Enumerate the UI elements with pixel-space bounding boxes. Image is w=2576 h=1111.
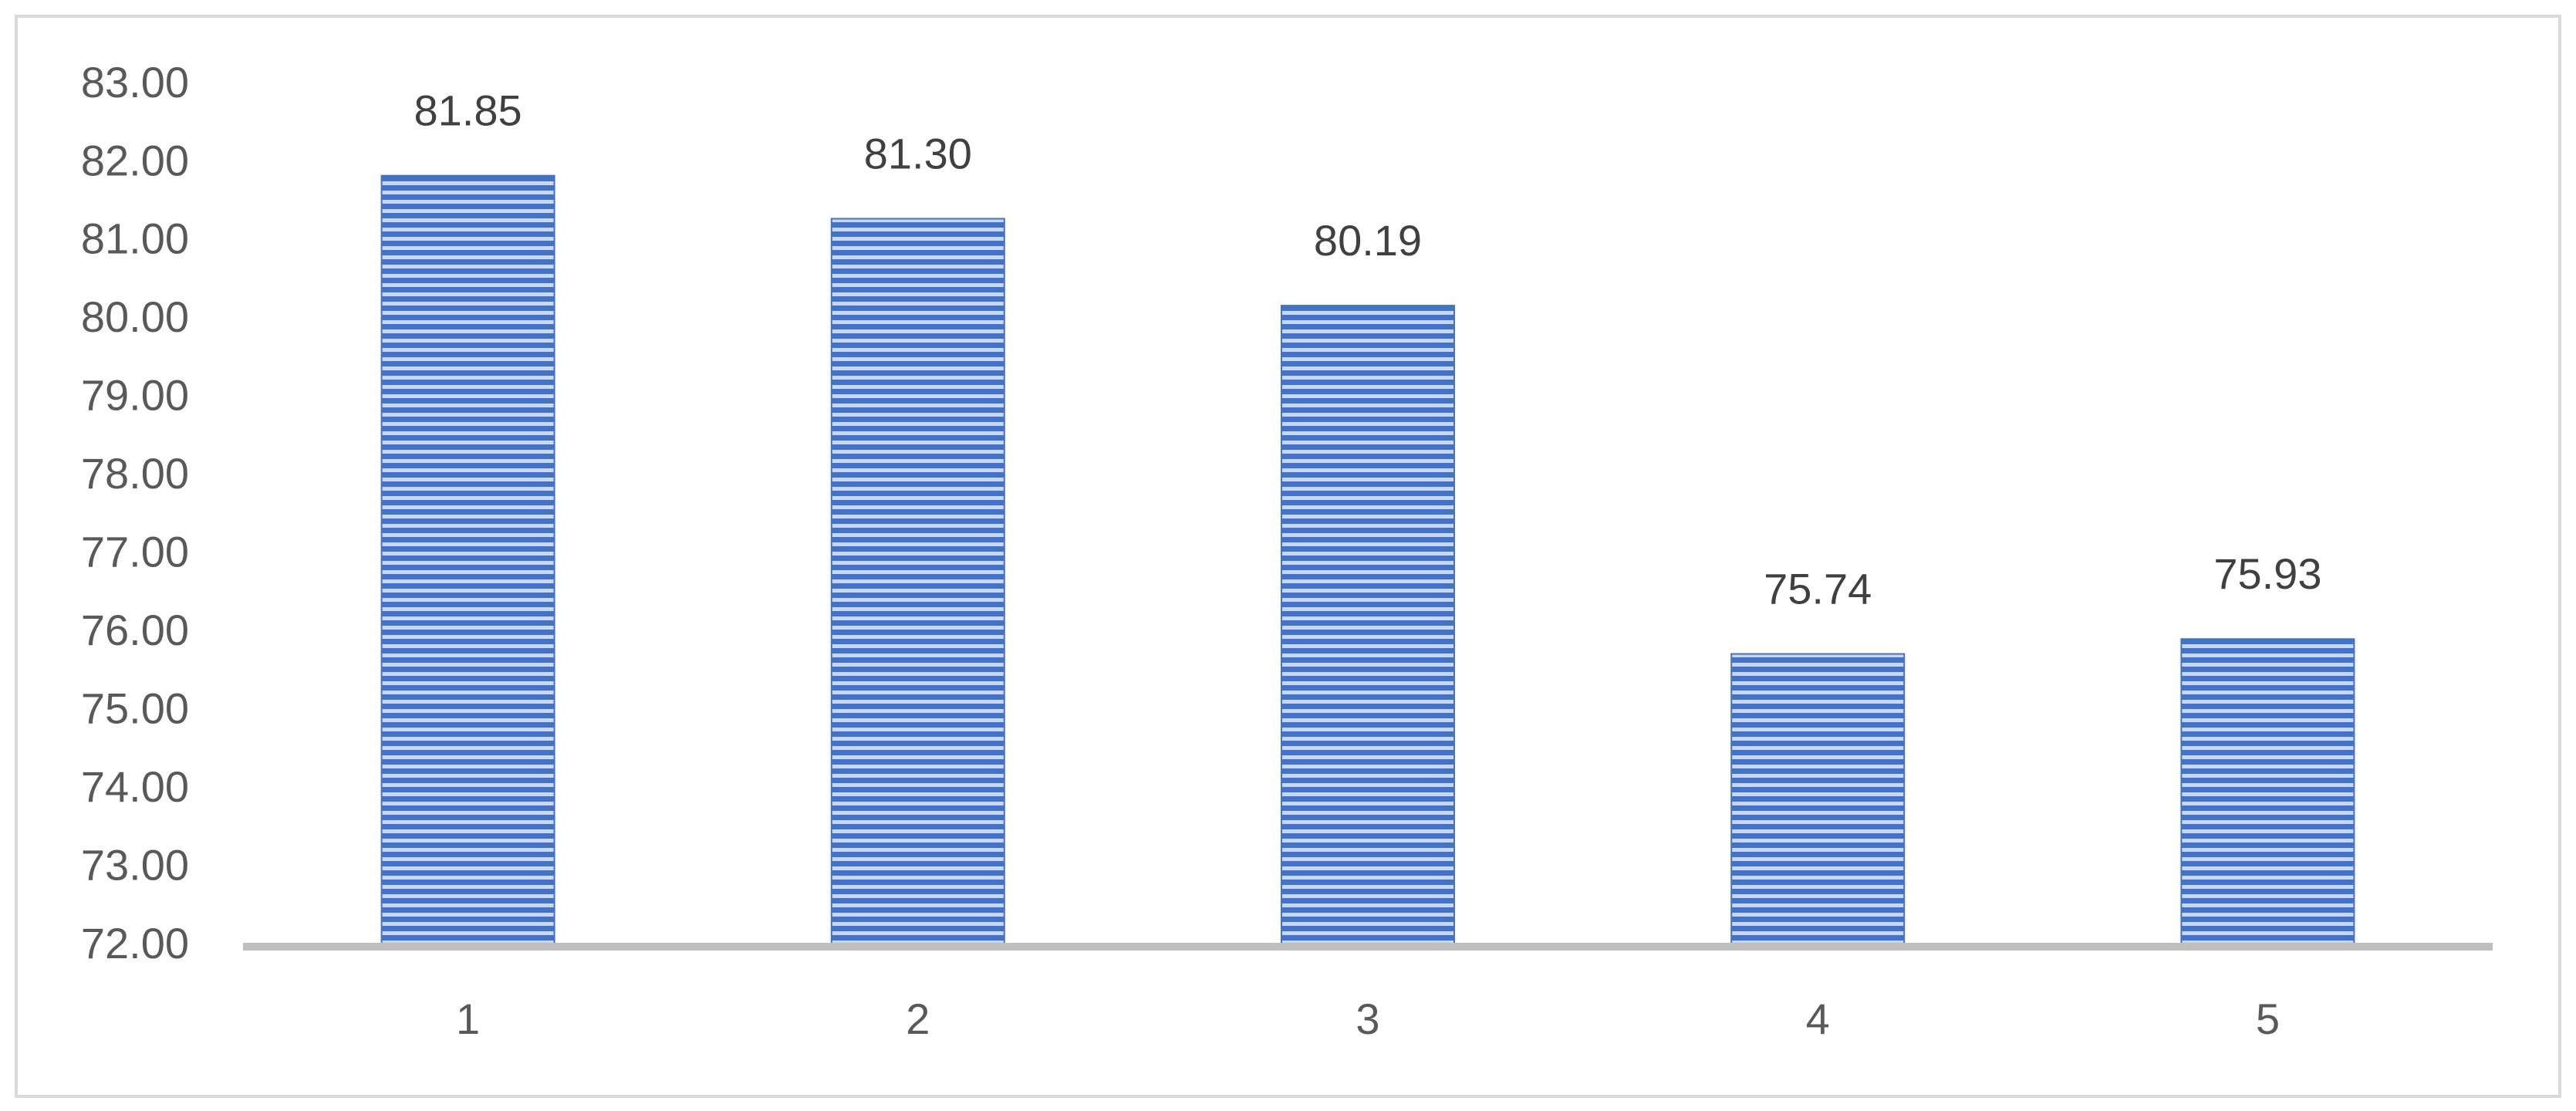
y-tick-label: 81.00 (81, 214, 189, 263)
x-tick-label: 3 (1356, 994, 1379, 1043)
y-tick-label: 80.00 (81, 292, 189, 341)
x-tick-label: 2 (906, 994, 930, 1043)
x-tick-label: 5 (2256, 994, 2280, 1043)
x-tick-label: 1 (456, 994, 480, 1043)
value-label: 81.85 (414, 86, 522, 134)
value-label: 80.19 (1314, 216, 1422, 265)
bar (1730, 653, 1906, 947)
y-tick-label: 79.00 (81, 371, 189, 420)
value-label: 75.93 (2213, 549, 2321, 598)
bar (2180, 638, 2355, 947)
y-tick-label: 78.00 (81, 449, 189, 498)
y-tick-label: 77.00 (81, 528, 189, 576)
bar (1281, 305, 1455, 947)
value-label: 75.74 (1764, 564, 1872, 613)
bar (830, 218, 1005, 947)
y-tick-label: 75.00 (81, 684, 189, 732)
bar (380, 174, 555, 947)
y-tick-label: 82.00 (81, 136, 189, 184)
y-tick-label: 76.00 (81, 606, 189, 654)
x-tick-label: 4 (1806, 994, 1830, 1043)
y-tick-label: 72.00 (81, 919, 189, 967)
value-label: 81.30 (864, 129, 972, 177)
y-tick-label: 73.00 (81, 840, 189, 889)
y-tick-label: 74.00 (81, 762, 189, 811)
y-tick-label: 83.00 (81, 58, 189, 106)
